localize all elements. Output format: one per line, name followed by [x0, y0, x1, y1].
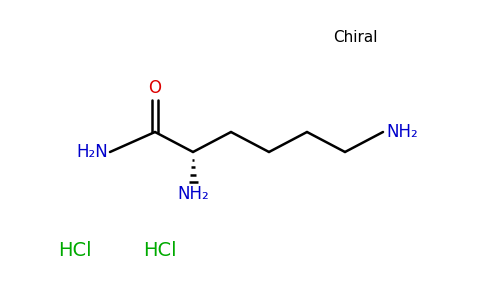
Text: NH₂: NH₂ [386, 123, 418, 141]
Text: O: O [149, 79, 162, 97]
Text: NH₂: NH₂ [177, 185, 209, 203]
Text: HCl: HCl [143, 241, 177, 260]
Text: H₂N: H₂N [76, 143, 108, 161]
Text: HCl: HCl [58, 241, 92, 260]
Text: Chiral: Chiral [333, 31, 377, 46]
